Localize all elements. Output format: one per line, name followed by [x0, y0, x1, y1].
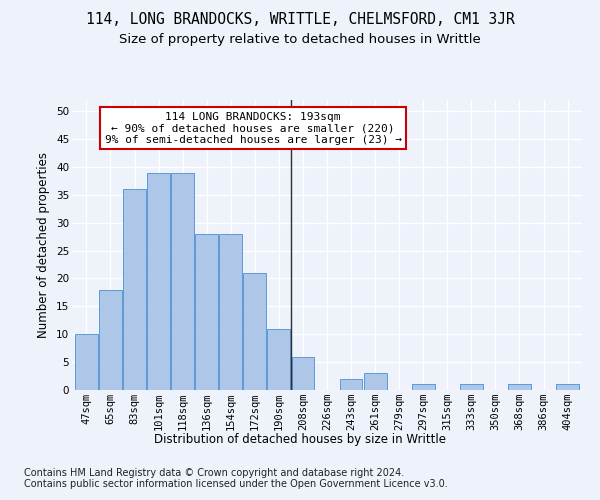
Text: Size of property relative to detached houses in Writtle: Size of property relative to detached ho…	[119, 32, 481, 46]
Bar	[412, 384, 434, 390]
Bar	[123, 189, 146, 390]
Bar	[220, 234, 242, 390]
Text: Contains HM Land Registry data © Crown copyright and database right 2024.
Contai: Contains HM Land Registry data © Crown c…	[24, 468, 448, 489]
Text: 114, LONG BRANDOCKS, WRITTLE, CHELMSFORD, CM1 3JR: 114, LONG BRANDOCKS, WRITTLE, CHELMSFORD…	[86, 12, 514, 28]
Bar	[556, 384, 579, 390]
Bar	[244, 273, 266, 390]
Y-axis label: Number of detached properties: Number of detached properties	[37, 152, 50, 338]
Bar	[364, 374, 386, 390]
Bar	[340, 379, 362, 390]
Text: Distribution of detached houses by size in Writtle: Distribution of detached houses by size …	[154, 432, 446, 446]
Bar	[99, 290, 122, 390]
Bar	[508, 384, 531, 390]
Bar	[268, 328, 290, 390]
Bar	[195, 234, 218, 390]
Bar	[292, 356, 314, 390]
Bar	[147, 172, 170, 390]
Bar	[460, 384, 483, 390]
Text: 114 LONG BRANDOCKS: 193sqm
← 90% of detached houses are smaller (220)
9% of semi: 114 LONG BRANDOCKS: 193sqm ← 90% of deta…	[104, 112, 401, 145]
Bar	[171, 172, 194, 390]
Bar	[75, 334, 98, 390]
